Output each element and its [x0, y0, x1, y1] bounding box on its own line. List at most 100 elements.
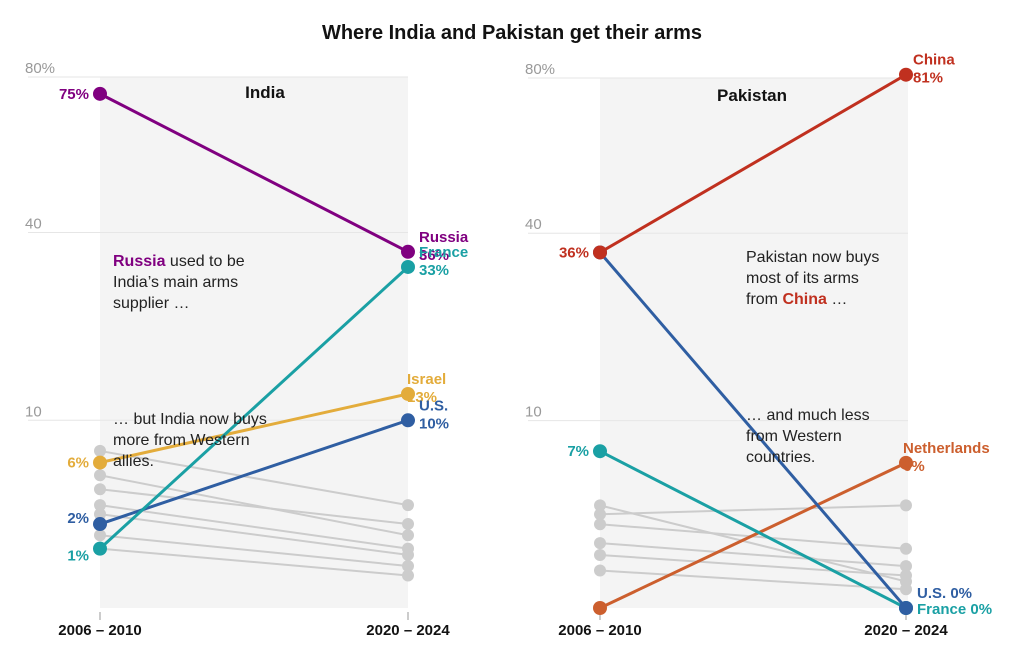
- annotation: Russia used to be India’s main arms suppli…: [113, 253, 245, 312]
- annotation-text: allies.: [113, 453, 154, 470]
- series-name-u-s: U.S.: [419, 397, 448, 414]
- annotation-text: China: [782, 291, 827, 308]
- other-series-point: [94, 499, 106, 512]
- value-label-france-start: 7%: [567, 443, 589, 460]
- other-series-line: [99, 534, 409, 568]
- annotation: … and much less from Western countries.: [746, 407, 870, 466]
- x-tick-label: 2020 – 2024: [864, 622, 948, 639]
- other-series-point: [594, 537, 606, 550]
- x-tick-label: 2020 – 2024: [366, 622, 450, 639]
- y-tick-label: 80%: [525, 61, 555, 78]
- value-label-france-end: 33%: [419, 262, 449, 279]
- series-point-israel: [401, 386, 415, 401]
- series-name-china: China: [913, 52, 955, 69]
- other-series-point: [900, 499, 912, 512]
- value-label-netherlands-end: 6%: [903, 458, 925, 475]
- value-label-russia-end: 36%: [419, 247, 449, 264]
- annotation-text: … but India now buys: [113, 411, 267, 428]
- other-series-point: [900, 560, 912, 573]
- series-point-netherlands: [593, 601, 607, 615]
- y-tick-label: 10: [525, 404, 542, 421]
- other-series-point: [594, 499, 606, 512]
- other-series-point: [402, 560, 414, 573]
- series-line-netherlands: [599, 461, 907, 610]
- other-series-point: [900, 542, 912, 555]
- other-series-point: [900, 569, 912, 582]
- other-series-line: [99, 513, 409, 556]
- other-series-line: [599, 554, 907, 577]
- series-line-u-s: [598, 251, 908, 609]
- value-label-china-end: 81%: [913, 70, 943, 87]
- other-series-line: [99, 449, 409, 507]
- panel-pakistan: 10 40 80% 2006 – 2010 2020 – 2024 Pakistan 36%…: [525, 52, 992, 639]
- annotation: … but India now buys more from Western all…: [113, 411, 267, 470]
- value-label-russia-start: 75%: [59, 86, 89, 103]
- plot-band: [100, 77, 408, 608]
- other-series-line: [99, 474, 409, 537]
- series-name: France: [917, 601, 970, 618]
- other-series-point: [900, 583, 912, 596]
- value-label-israel-end: 13%: [407, 389, 437, 406]
- series-label-u-s: U.S. 0%: [917, 585, 972, 602]
- other-series-point: [594, 549, 606, 561]
- chart-title: Where India and Pakistan get their arms: [321, 22, 703, 44]
- other-series-point: [402, 518, 414, 531]
- series-point-russia: [401, 244, 415, 259]
- series-name-israel: Israel: [407, 371, 446, 388]
- x-tick-label: 2006 – 2010: [558, 622, 641, 639]
- series-name-netherlands: Netherlands: [903, 440, 990, 457]
- annotation-text: from Western: [746, 428, 842, 445]
- series-point-israel: [93, 455, 107, 470]
- series-value: 0%: [970, 601, 992, 618]
- series-line-china: [599, 73, 907, 254]
- other-series-line: [599, 504, 907, 516]
- y-tick-label: 40: [525, 216, 542, 233]
- other-series-line: [99, 488, 409, 526]
- value-label-france-start: 1%: [67, 548, 89, 565]
- other-series-line: [599, 569, 907, 591]
- annotation: Pakistan now buys most of its arms from Ch…: [746, 249, 879, 308]
- series-point-russia: [93, 86, 107, 101]
- value-label-u-s-end: 10%: [419, 415, 449, 432]
- panel-india: 10 40 80% 2006 – 2010 2020 – 2024 India 75% Rus…: [25, 60, 469, 639]
- annotation-text: India’s main arms: [113, 274, 238, 291]
- other-series-point: [594, 508, 606, 521]
- other-series-point: [94, 483, 106, 496]
- series-point-china: [593, 245, 607, 260]
- annotation-text: supplier …: [113, 295, 189, 312]
- series-point-france: [93, 541, 107, 556]
- series-line-france: [599, 449, 907, 610]
- series-point-china: [899, 67, 913, 82]
- other-series-point: [402, 529, 414, 542]
- series-name-russia: Russia: [419, 229, 469, 246]
- panel-title: India: [245, 83, 285, 102]
- other-series-point: [94, 469, 106, 482]
- other-series-line: [599, 542, 907, 568]
- plot-band: [600, 78, 908, 608]
- y-tick-label: 10: [25, 403, 42, 420]
- other-series-line: [99, 547, 409, 577]
- series-point-u-s: [93, 517, 107, 532]
- series-label-france: France 0%: [917, 601, 992, 618]
- series-point-u-s: [899, 601, 913, 615]
- series-point-france: [401, 259, 415, 274]
- series-point-france: [593, 444, 607, 459]
- series-line-russia: [99, 92, 409, 254]
- other-series-point: [402, 569, 414, 582]
- series-line-france: [98, 265, 410, 550]
- other-series-line: [99, 504, 409, 550]
- annotation-text: used to be: [165, 253, 244, 270]
- series-line-israel: [99, 392, 409, 465]
- annotation-text: countries.: [746, 449, 815, 466]
- other-series-line: [599, 504, 907, 583]
- other-series-point: [94, 529, 106, 542]
- panel-title: Pakistan: [717, 86, 787, 105]
- series-point-u-s: [401, 413, 415, 428]
- annotation-text: Pakistan now buys: [746, 249, 879, 266]
- value-label-israel-start: 6%: [67, 455, 89, 472]
- value-label-china-start: 36%: [559, 244, 589, 261]
- x-tick-label: 2006 – 2010: [58, 622, 141, 639]
- series-name-france: France: [419, 244, 468, 261]
- other-series-point: [594, 564, 606, 577]
